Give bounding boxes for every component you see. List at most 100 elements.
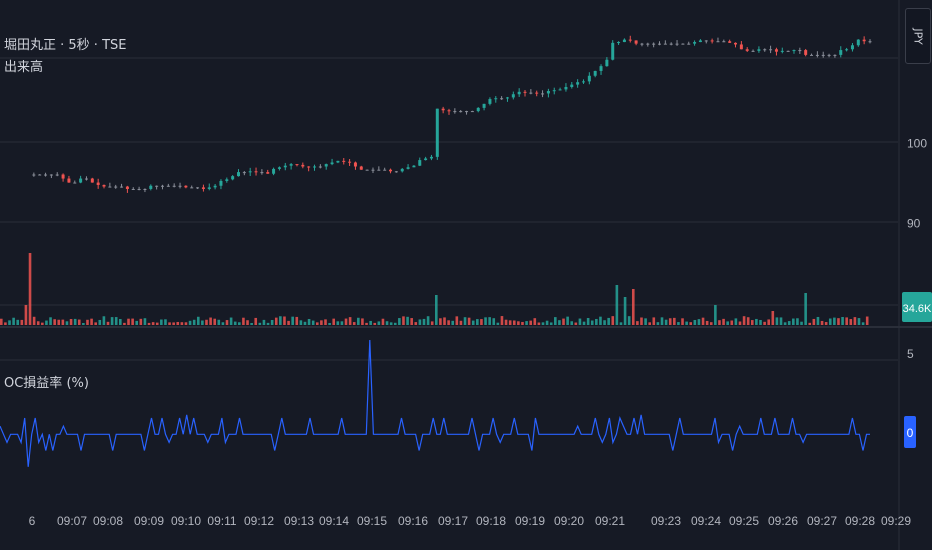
volume-bar xyxy=(619,322,623,325)
volume-bar xyxy=(217,319,221,325)
volume-bar xyxy=(590,320,594,325)
volume-bar xyxy=(4,322,7,325)
candle-body xyxy=(149,185,153,189)
candle-body xyxy=(552,90,556,92)
volume-bar xyxy=(746,317,750,325)
volume-bar xyxy=(344,318,348,325)
currency-button[interactable]: JPY xyxy=(905,8,931,64)
volume-bar xyxy=(722,318,725,325)
candle-body xyxy=(617,42,621,44)
volume-bar xyxy=(311,320,315,325)
volume-bar xyxy=(393,322,397,325)
volume-bar xyxy=(685,321,688,325)
volume-bar xyxy=(484,317,487,325)
volume-bar xyxy=(554,317,557,325)
candle-body xyxy=(418,160,422,166)
volume-bar xyxy=(701,317,705,325)
indicator-label: OC損益率 (%) xyxy=(4,376,89,391)
candle-body xyxy=(704,40,708,42)
time-tick-label: 09:20 xyxy=(554,514,584,528)
volume-bar xyxy=(681,318,684,325)
candle-body xyxy=(318,166,322,168)
volume-bar xyxy=(123,322,126,325)
candle-body xyxy=(242,172,246,174)
volume-bar xyxy=(476,319,479,325)
candle-body xyxy=(248,171,252,173)
volume-bar xyxy=(8,320,11,325)
time-tick-label: 09:24 xyxy=(691,514,721,528)
candle-body xyxy=(862,39,866,42)
volume-bar xyxy=(861,322,865,325)
volume-bar xyxy=(106,321,110,325)
volume-bar xyxy=(180,322,184,325)
time-tick-label: 09:21 xyxy=(595,514,625,528)
candle-body xyxy=(324,164,328,167)
time-tick-label: 09:27 xyxy=(807,514,837,528)
volume-bar xyxy=(533,318,537,325)
volume-bar xyxy=(853,317,857,325)
volume-bar xyxy=(521,321,524,325)
volume-bar xyxy=(0,318,3,325)
candle-body xyxy=(745,49,749,51)
volume-bar xyxy=(270,319,274,325)
volume-bar xyxy=(24,305,28,325)
candle-body xyxy=(73,182,77,184)
volume-bar xyxy=(147,322,151,325)
candle-body xyxy=(558,89,562,91)
volume-bar xyxy=(160,319,163,325)
candle-body xyxy=(389,169,393,172)
volume-bar xyxy=(12,317,15,325)
volume-bar xyxy=(755,318,758,325)
volume-bar xyxy=(455,316,459,325)
candle-body xyxy=(546,91,550,94)
candle-body xyxy=(570,84,574,88)
volume-bar xyxy=(16,319,20,325)
volume-bar xyxy=(20,319,24,325)
candle-body xyxy=(868,41,872,43)
candle-body xyxy=(564,87,568,90)
candle-body xyxy=(792,50,796,52)
time-tick-label: 09:17 xyxy=(438,514,468,528)
candle-body xyxy=(482,103,486,108)
volume-bar xyxy=(209,317,212,325)
candle-body xyxy=(611,42,615,60)
candle-body xyxy=(757,49,761,51)
candle-body xyxy=(500,98,504,100)
volume-bar xyxy=(693,319,697,325)
volume-bar xyxy=(463,317,467,325)
volume-bar xyxy=(582,321,586,325)
candle-body xyxy=(44,174,48,176)
volume-bar xyxy=(352,322,356,325)
candle-body xyxy=(137,188,141,190)
candle-body xyxy=(353,162,357,167)
volume-bar xyxy=(439,318,442,325)
candle-body xyxy=(751,50,755,52)
volume-bar xyxy=(135,320,139,325)
volume-bar xyxy=(299,320,303,325)
candle-body xyxy=(804,50,808,55)
volume-bar xyxy=(599,316,602,325)
volume-bar xyxy=(410,318,413,325)
candle-body xyxy=(125,186,129,189)
volume-bar xyxy=(279,316,282,325)
candle-body xyxy=(231,176,235,180)
volume-bar xyxy=(402,316,405,325)
volume-bar xyxy=(566,316,569,325)
volume-bar xyxy=(430,321,434,325)
candle-body xyxy=(102,184,106,187)
candle-body xyxy=(505,97,509,99)
volume-bar xyxy=(303,321,307,325)
volume-bar xyxy=(656,322,660,325)
volume-bar xyxy=(82,322,85,325)
volume-bar xyxy=(627,316,631,325)
volume-bar xyxy=(435,295,438,325)
volume-bar xyxy=(451,320,455,325)
candle-body xyxy=(541,93,545,95)
volume-bar xyxy=(94,322,97,325)
chart-title: 堀田丸正 · 5秒 · TSE xyxy=(4,38,127,53)
volume-bar xyxy=(525,321,528,325)
time-tick-label: 09:18 xyxy=(476,514,506,528)
time-tick-label: 09:08 xyxy=(93,514,123,528)
candle-body xyxy=(581,81,585,83)
candle-body xyxy=(272,168,276,174)
